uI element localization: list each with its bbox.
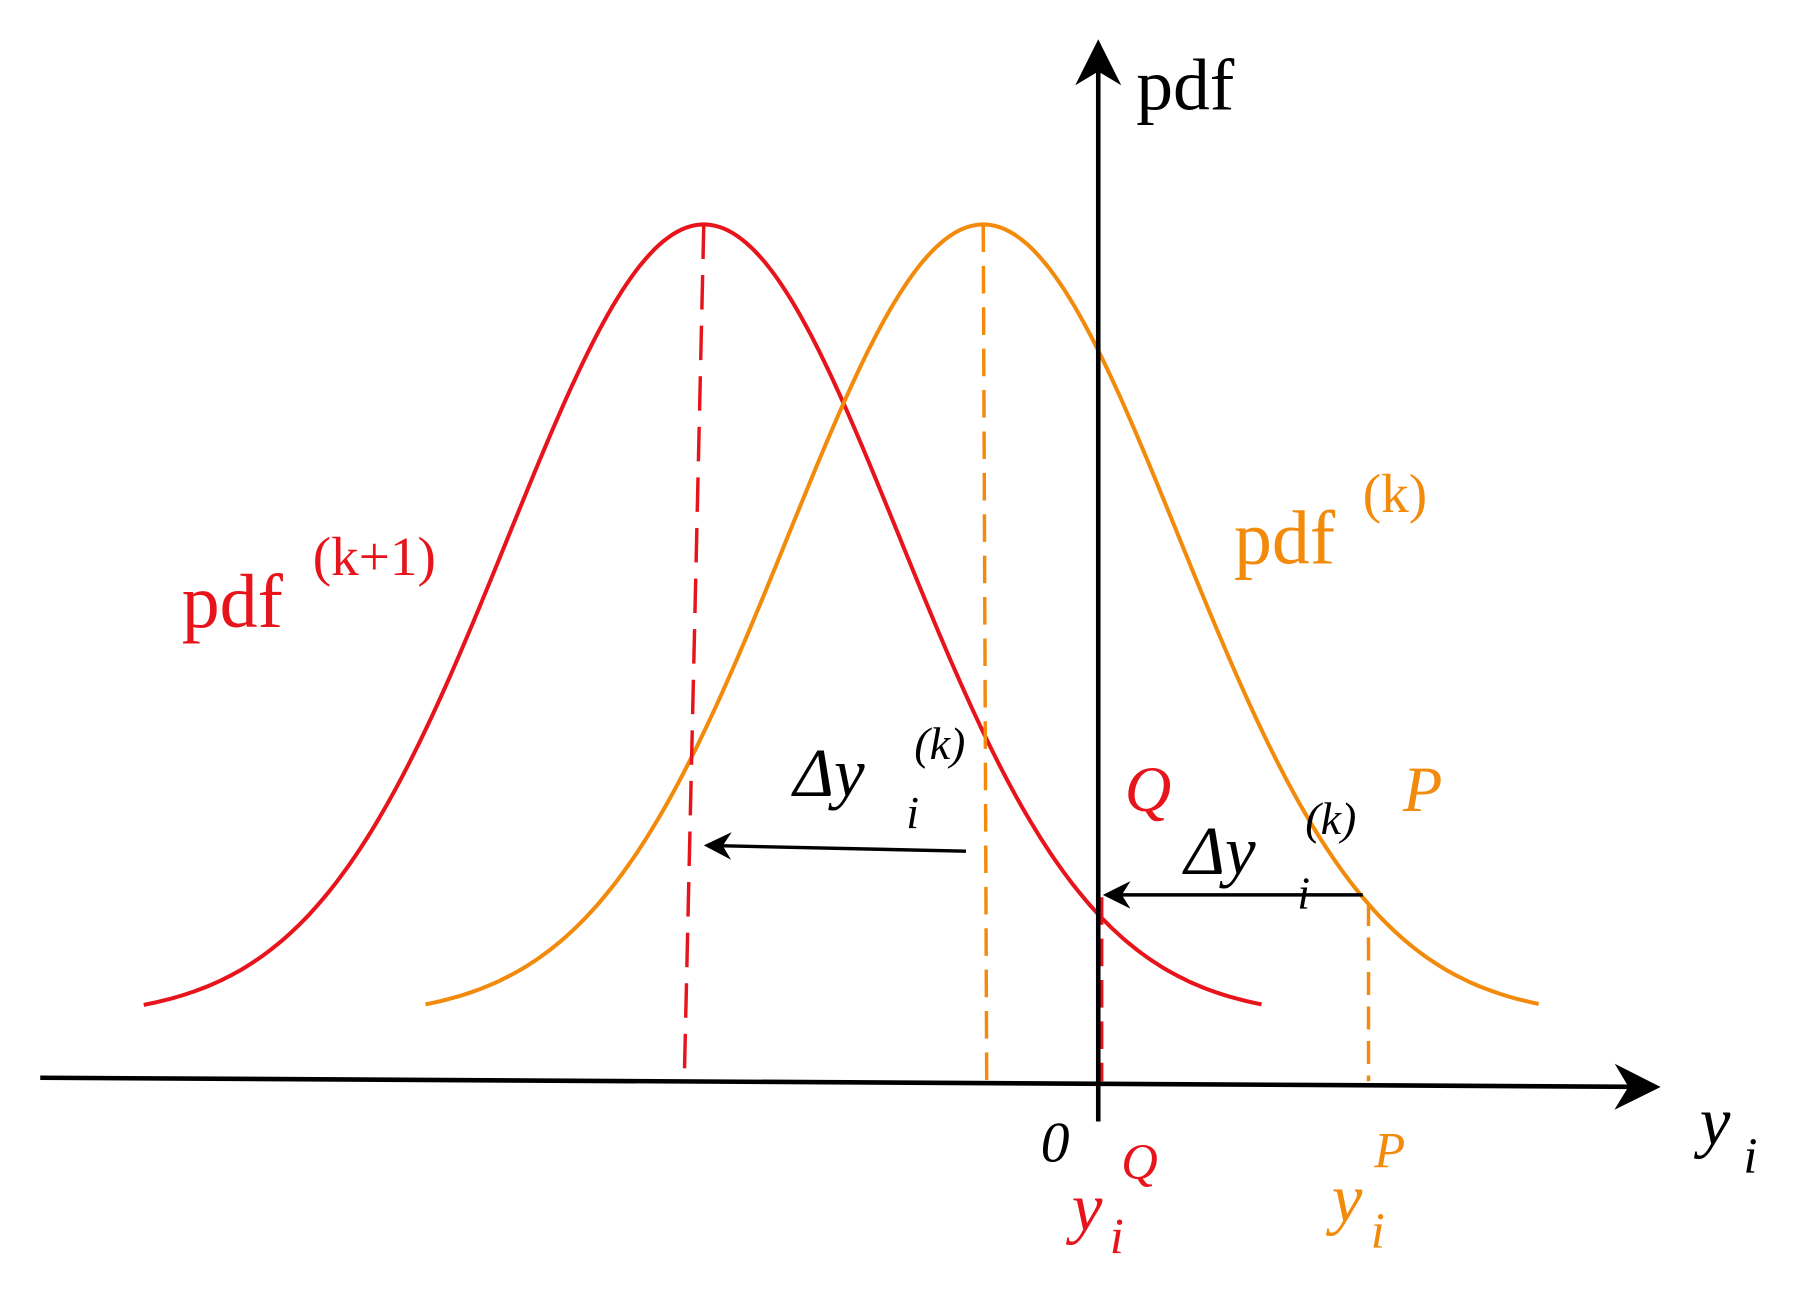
shift-label-sub: i — [1297, 868, 1310, 919]
point-coord-sup: P — [1373, 1122, 1405, 1178]
curve-label: pdf — [1234, 497, 1336, 581]
red-peak-line — [682, 224, 706, 1082]
y-axis-label: pdf — [1136, 43, 1235, 125]
shift-label-sup: (k) — [914, 718, 965, 769]
curve-label: pdf — [182, 560, 284, 644]
x-axis-label-sub: i — [1743, 1128, 1757, 1184]
point-coord: y — [1066, 1170, 1103, 1246]
point-coord-sup: Q — [1121, 1134, 1158, 1190]
point-label: Q — [1125, 754, 1172, 825]
point-coord-sub: i — [1371, 1203, 1385, 1259]
curve-label-sup: (k+1) — [313, 526, 436, 587]
point-coord: y — [1326, 1161, 1363, 1237]
origin-label: 0 — [1041, 1112, 1070, 1175]
curve-label-sup: (k) — [1363, 463, 1427, 524]
pdf-curve — [425, 222, 1540, 1007]
x-axis-label: y — [1694, 1083, 1731, 1159]
shift-arrow — [703, 832, 967, 860]
point-coord-sub: i — [1110, 1209, 1124, 1265]
point-label: P — [1402, 754, 1442, 825]
shift-label: Δy — [1182, 813, 1256, 889]
curves — [143, 222, 1540, 1007]
shift-label-sup: (k) — [1305, 793, 1356, 844]
orange-peak-line — [981, 224, 989, 1082]
shift-label: Δy — [791, 735, 865, 811]
x-axis — [40, 1063, 1661, 1110]
shift-label-sub: i — [906, 787, 919, 838]
